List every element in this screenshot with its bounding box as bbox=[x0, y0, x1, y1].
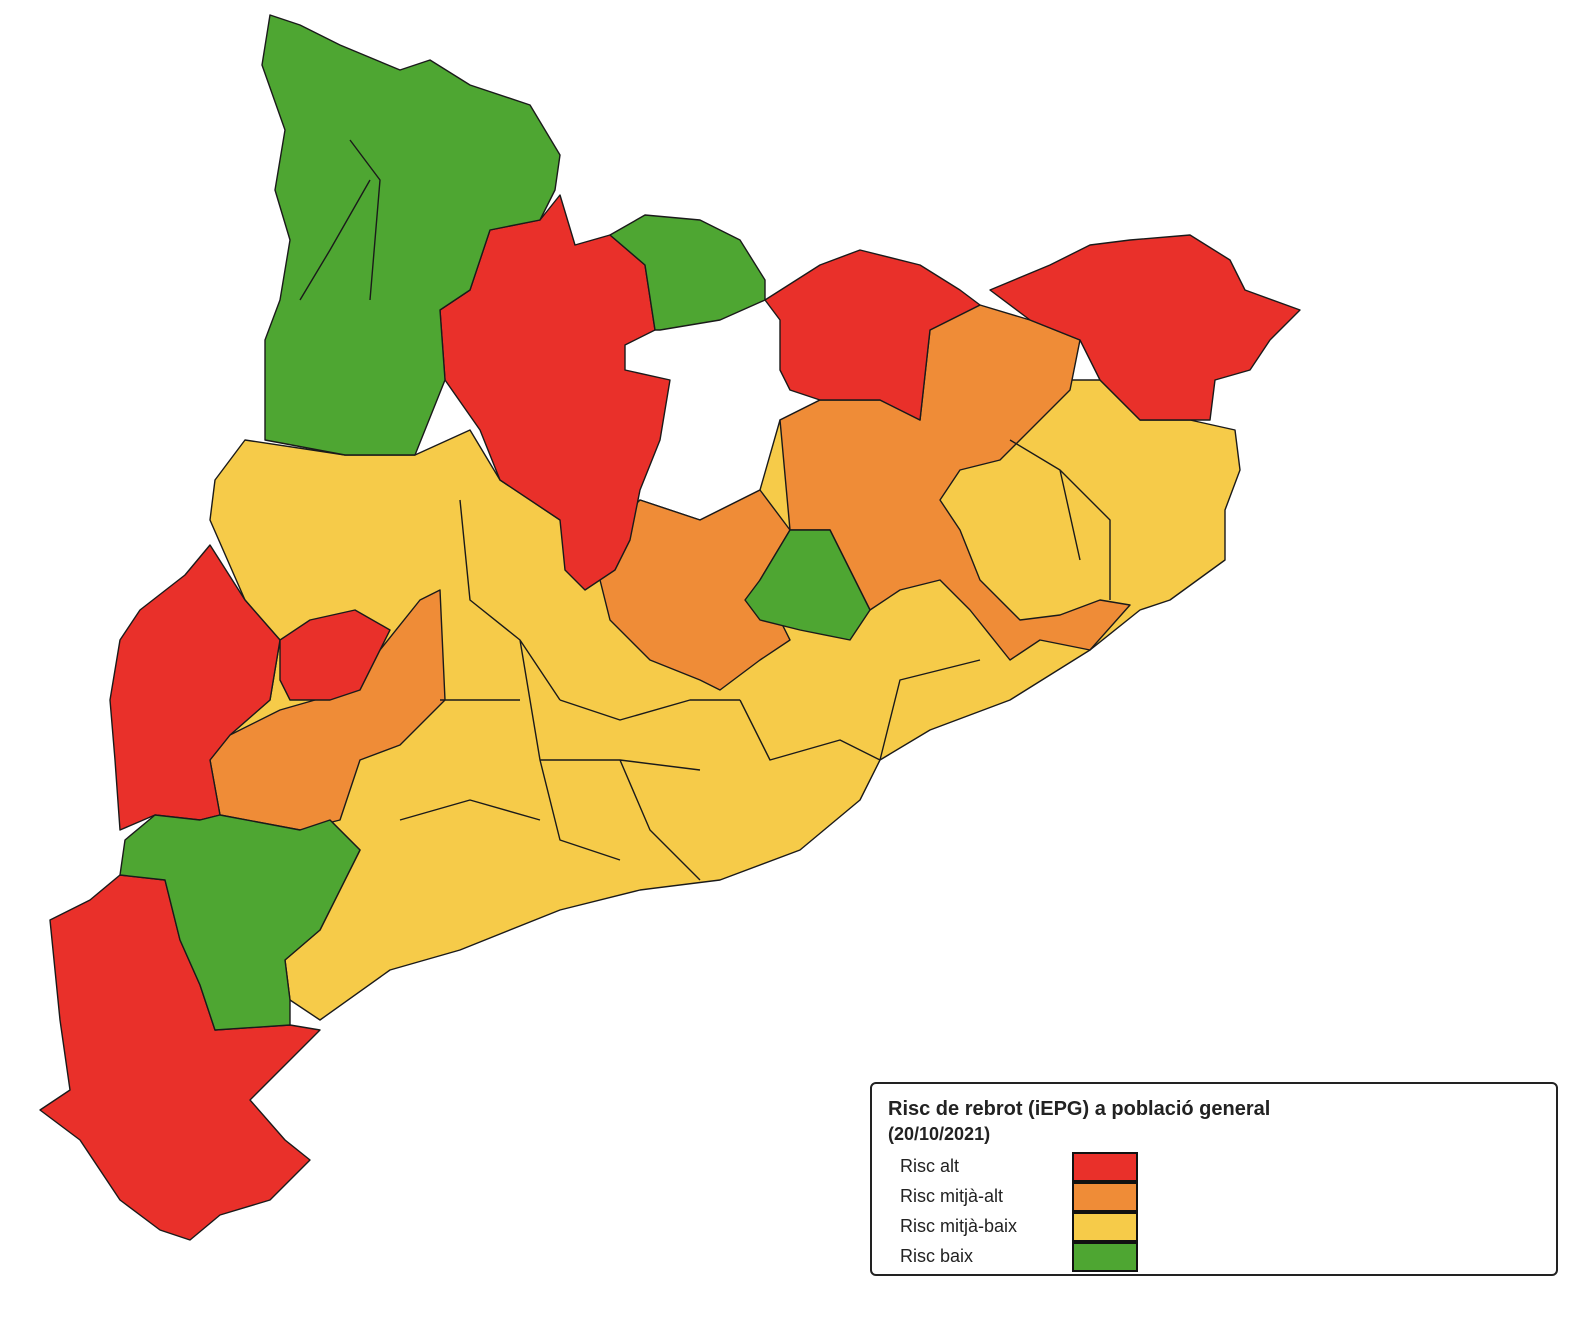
region-red-north bbox=[764, 249, 981, 421]
region-green-center bbox=[744, 529, 871, 641]
legend-item-risc-baix: Risc baix bbox=[888, 1242, 1540, 1272]
legend-swatch bbox=[1072, 1212, 1138, 1242]
legend-item-risc-mitja-baix: Risc mitjà-baix bbox=[888, 1212, 1540, 1242]
legend-item-risc-mitja-alt: Risc mitjà-alt bbox=[888, 1182, 1540, 1212]
legend-label: Risc alt bbox=[900, 1156, 960, 1176]
legend-swatch bbox=[1072, 1182, 1138, 1212]
legend-label: Risc mitjà-baix bbox=[900, 1216, 1018, 1236]
legend-item-risc-alt: Risc alt bbox=[888, 1152, 1540, 1182]
region-red-west-small bbox=[279, 609, 391, 701]
region-green-northcenter bbox=[609, 214, 766, 331]
region-green-southwest bbox=[119, 814, 361, 1031]
region-green-north bbox=[261, 14, 561, 456]
legend-label: Risc mitjà-alt bbox=[900, 1186, 1004, 1206]
legend-title: Risc de rebrot (iEPG) a població general bbox=[888, 1098, 1271, 1120]
legend: Risc de rebrot (iEPG) a població general… bbox=[870, 1082, 1558, 1276]
legend-swatch bbox=[1072, 1152, 1138, 1182]
region-orange-center bbox=[599, 489, 791, 691]
region-red-northwest bbox=[439, 194, 671, 591]
region-red-northeast bbox=[989, 234, 1301, 421]
legend-label: Risc baix bbox=[900, 1246, 974, 1266]
legend-swatch bbox=[1072, 1242, 1138, 1272]
comarca-borders bbox=[299, 139, 1111, 881]
legend-date: (20/10/2021) bbox=[888, 1124, 991, 1144]
